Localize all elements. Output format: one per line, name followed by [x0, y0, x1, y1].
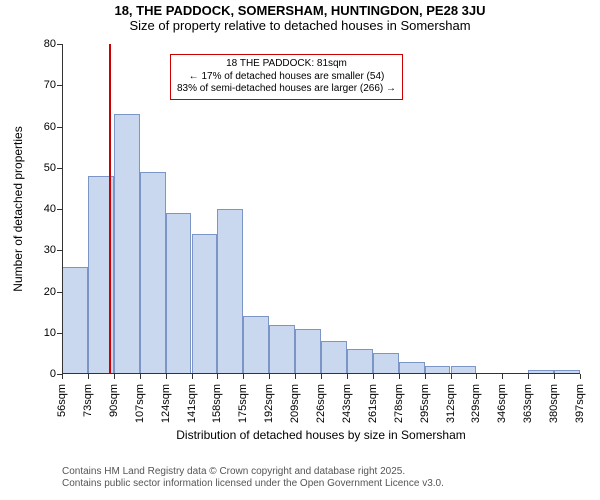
x-axis-line	[62, 373, 580, 374]
xtick-label: 346sqm	[496, 384, 508, 423]
histogram-bar	[217, 209, 243, 374]
histogram-bar	[192, 234, 218, 374]
xtick-label: 158sqm	[211, 384, 223, 423]
annotation-line3: 83% of semi-detached houses are larger (…	[177, 83, 396, 96]
xtick-label: 397sqm	[574, 384, 586, 423]
histogram-bar	[62, 267, 88, 374]
title-sub: Size of property relative to detached ho…	[0, 19, 600, 33]
xtick-mark	[62, 374, 63, 379]
histogram-bar	[321, 341, 347, 374]
xtick-mark	[502, 374, 503, 379]
y-axis-line	[62, 44, 63, 374]
annotation-line2: ← 17% of detached houses are smaller (54…	[177, 71, 396, 84]
xtick-mark	[114, 374, 115, 379]
ytick-label: 40	[44, 203, 56, 215]
xtick-mark	[347, 374, 348, 379]
ytick-label: 0	[50, 368, 56, 380]
xtick-label: 56sqm	[56, 384, 68, 417]
xtick-mark	[243, 374, 244, 379]
xtick-mark	[140, 374, 141, 379]
ytick-label: 60	[44, 121, 56, 133]
xtick-label: 107sqm	[134, 384, 146, 423]
xtick-label: 226sqm	[315, 384, 327, 423]
xtick-mark	[451, 374, 452, 379]
xtick-mark	[192, 374, 193, 379]
xtick-label: 243sqm	[341, 384, 353, 423]
histogram-bar	[373, 353, 399, 374]
annotation-line1: 18 THE PADDOCK: 81sqm	[177, 58, 396, 71]
footer-line2: Contains public sector information licen…	[62, 478, 444, 490]
xtick-mark	[295, 374, 296, 379]
xtick-label: 312sqm	[445, 384, 457, 423]
annotation-box: 18 THE PADDOCK: 81sqm ← 17% of detached …	[170, 54, 403, 100]
xtick-mark	[528, 374, 529, 379]
histogram-bar	[166, 213, 192, 374]
xtick-mark	[217, 374, 218, 379]
xtick-label: 175sqm	[237, 384, 249, 423]
xtick-label: 90sqm	[108, 384, 120, 417]
xtick-label: 295sqm	[419, 384, 431, 423]
ytick-label: 70	[44, 79, 56, 91]
ytick-label: 20	[44, 286, 56, 298]
footer-line1: Contains HM Land Registry data © Crown c…	[62, 466, 444, 478]
xtick-label: 363sqm	[522, 384, 534, 423]
histogram-bar	[269, 325, 295, 375]
xtick-label: 124sqm	[160, 384, 172, 423]
xtick-mark	[425, 374, 426, 379]
ytick-label: 30	[44, 244, 56, 256]
xtick-mark	[399, 374, 400, 379]
reference-line	[109, 44, 111, 374]
xtick-label: 73sqm	[82, 384, 94, 417]
xtick-mark	[166, 374, 167, 379]
xtick-label: 209sqm	[289, 384, 301, 423]
xtick-label: 192sqm	[263, 384, 275, 423]
xtick-mark	[580, 374, 581, 379]
xtick-label: 261sqm	[367, 384, 379, 423]
xtick-label: 380sqm	[548, 384, 560, 423]
ytick-label: 50	[44, 162, 56, 174]
histogram-bar	[114, 114, 140, 374]
plot-area: 18 THE PADDOCK: 81sqm ← 17% of detached …	[62, 44, 580, 374]
histogram-bar	[140, 172, 166, 374]
xtick-mark	[476, 374, 477, 379]
xtick-label: 141sqm	[186, 384, 198, 423]
xtick-mark	[88, 374, 89, 379]
xtick-mark	[554, 374, 555, 379]
footer-attribution: Contains HM Land Registry data © Crown c…	[62, 466, 444, 490]
histogram-bar	[347, 349, 373, 374]
histogram-bar	[295, 329, 321, 374]
ytick-label: 80	[44, 38, 56, 50]
xtick-label: 329sqm	[470, 384, 482, 423]
histogram-bar	[243, 316, 269, 374]
y-axis-label: Number of detached properties	[11, 126, 25, 291]
xtick-mark	[321, 374, 322, 379]
ytick-label: 10	[44, 327, 56, 339]
titles-block: 18, THE PADDOCK, SOMERSHAM, HUNTINGDON, …	[0, 4, 600, 34]
chart-container: 18, THE PADDOCK, SOMERSHAM, HUNTINGDON, …	[0, 0, 600, 500]
xtick-mark	[373, 374, 374, 379]
xtick-mark	[269, 374, 270, 379]
xtick-label: 278sqm	[393, 384, 405, 423]
x-axis-label: Distribution of detached houses by size …	[62, 428, 580, 442]
title-main: 18, THE PADDOCK, SOMERSHAM, HUNTINGDON, …	[0, 4, 600, 18]
